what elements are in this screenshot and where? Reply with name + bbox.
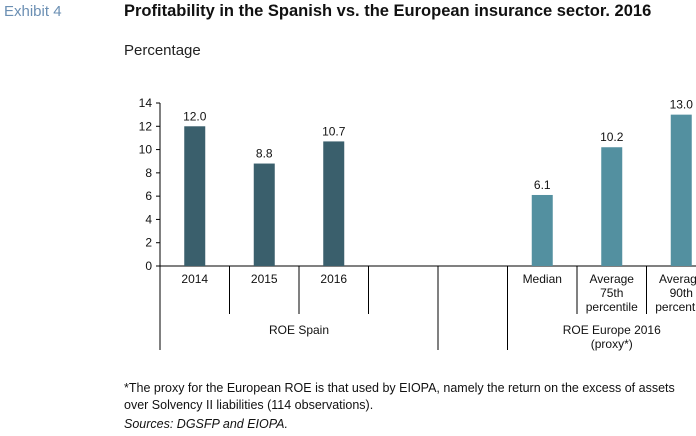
y-tick-label: 6 <box>145 189 152 203</box>
bar-value-label: 12.0 <box>183 109 207 123</box>
bar-value-label: 8.8 <box>256 147 273 161</box>
chart-subtitle: Percentage <box>124 42 201 59</box>
footnote: *The proxy for the European ROE is that … <box>124 381 675 412</box>
x-category-label: Average <box>590 272 635 286</box>
bar-value-label: 6.1 <box>534 178 551 192</box>
bar-value-label: 13.0 <box>670 98 694 112</box>
bar-value-label: 10.2 <box>600 130 624 144</box>
x-category-label: Average <box>659 272 696 286</box>
bar-chart: 0 2 4 6 8 10 12 14 12.0 2014 8.8 2015 10.7 2016 6.1 Med… <box>139 96 696 351</box>
x-category-label: 2014 <box>181 272 208 286</box>
group-label-roe-europe-sub: (proxy*) <box>591 337 633 351</box>
x-category-label: 2015 <box>251 272 278 286</box>
x-category-label: 75th <box>600 286 623 300</box>
y-tick-label: 8 <box>145 166 152 180</box>
source-note: Sources: DGSFP and EIOPA. <box>124 417 288 431</box>
chart-title: Profitability in the Spanish vs. the Eur… <box>124 2 652 20</box>
x-category-label: percentile <box>586 300 638 314</box>
bar <box>184 126 206 267</box>
bar <box>253 163 275 266</box>
exhibit-label: Exhibit 4 <box>4 3 62 20</box>
y-tick-label: 10 <box>139 143 153 157</box>
bar <box>601 147 623 266</box>
bar <box>531 194 553 266</box>
group-label-roe-europe: ROE Europe 2016 <box>563 323 661 337</box>
x-category-label: 90th <box>670 286 693 300</box>
bar <box>323 141 345 266</box>
x-category-label: 2016 <box>320 272 347 286</box>
y-tick-label: 2 <box>145 236 152 250</box>
y-tick-label: 4 <box>145 212 152 226</box>
x-category-label: Median <box>523 272 562 286</box>
bar-value-label: 10.7 <box>322 124 346 138</box>
group-label-roe-spain: ROE Spain <box>269 323 329 337</box>
x-category-label: percentile <box>655 300 696 314</box>
y-tick-label: 12 <box>139 119 153 133</box>
y-tick-label: 0 <box>145 259 152 273</box>
bar <box>670 114 692 267</box>
y-tick-label: 14 <box>139 96 153 110</box>
